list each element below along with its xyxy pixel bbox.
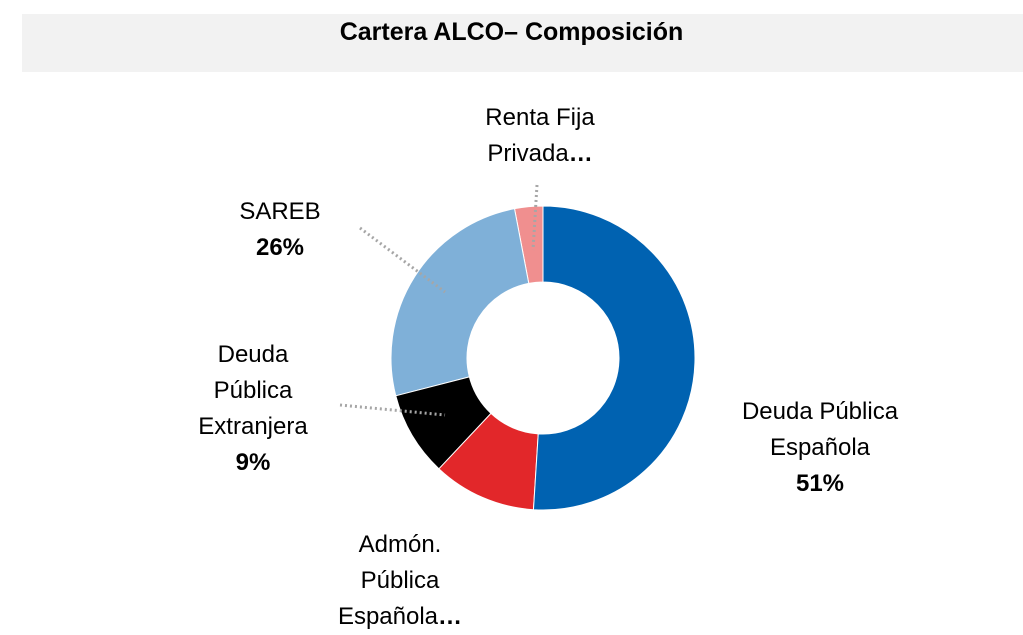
chart-title: Cartera ALCO– Composición [339, 18, 684, 46]
category-label: SAREB [239, 198, 321, 225]
slice-label: Admón. Pública Española… [330, 527, 470, 635]
category-label: Admón. Pública Española [337, 531, 442, 630]
value-label: 51% [795, 470, 845, 497]
leader-lines [339, 184, 539, 417]
leader-line [531, 184, 539, 251]
value-label: 26% [255, 234, 305, 261]
donut-slice [532, 205, 696, 511]
donut-slice [390, 208, 530, 397]
value-label: 9% [235, 449, 271, 476]
slice-label: Deuda Pública Extranjera 9% [183, 337, 323, 481]
category-label: Renta Fija Privada [485, 104, 595, 167]
category-label: Deuda Pública Española [741, 398, 899, 461]
value-label: … [568, 140, 593, 167]
title-bar [22, 14, 1023, 72]
slice-label: Renta Fija Privada… [460, 100, 620, 172]
category-label: Deuda Pública Extranjera [198, 341, 308, 440]
donut-slice [438, 412, 539, 511]
donut-slice [395, 376, 492, 470]
slice-label: Deuda Pública Española 51% [700, 394, 940, 502]
value-label: … [438, 603, 463, 630]
slice-label: SAREB 26% [220, 194, 340, 266]
